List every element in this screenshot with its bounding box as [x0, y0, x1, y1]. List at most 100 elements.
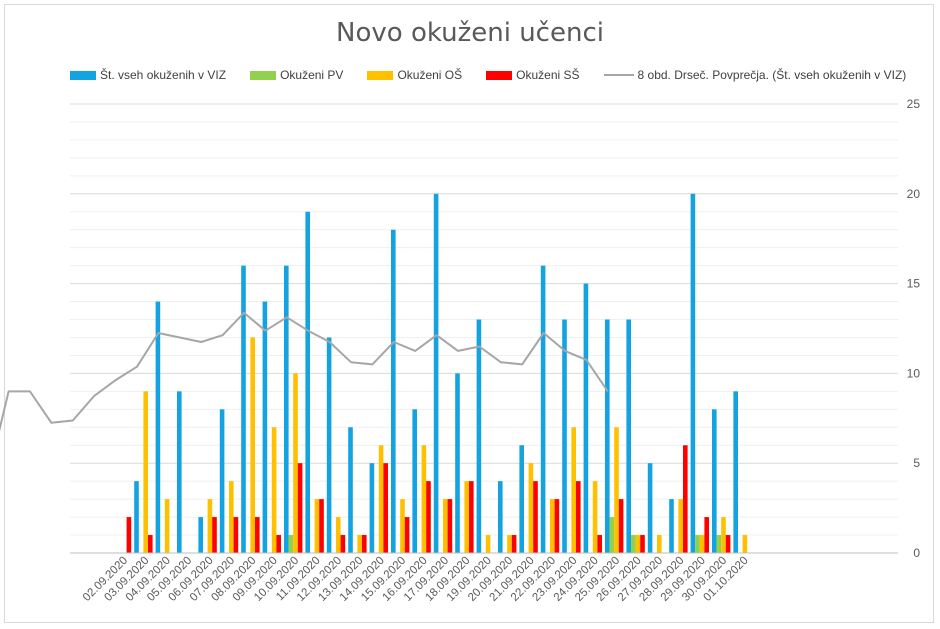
bar-os: [592, 481, 598, 553]
bar-os: [421, 445, 427, 553]
bar-os: [550, 499, 555, 553]
legend-swatch-ss: [486, 70, 513, 80]
bar-ss: [469, 481, 474, 553]
legend-label-viz: Št. vseh okuženih v VIZ: [100, 68, 227, 82]
bar-os: [207, 499, 213, 553]
bar-os: [400, 499, 405, 553]
bar-ss: [276, 535, 281, 553]
legend-item-moving-average: 8 obd. Drseč. Povprečja. (Št. vseh okuže…: [603, 68, 906, 82]
bar-ss: [212, 517, 217, 553]
legend-swatch-moving-average: [603, 74, 634, 76]
bar-ss: [126, 517, 132, 553]
bar-os: [164, 499, 170, 553]
y-tick-label: 5: [913, 456, 920, 470]
bar-viz: [455, 373, 460, 553]
bar-os: [143, 391, 148, 553]
bar-os: [721, 517, 726, 553]
legend-label-pv: Okuženi PV: [280, 68, 344, 82]
bar-ss: [576, 481, 581, 553]
legend-swatch-pv: [250, 70, 277, 80]
bar-os: [678, 499, 683, 553]
bar-os: [507, 535, 512, 553]
bar-viz: [134, 481, 139, 553]
bar-ss: [533, 481, 538, 553]
bar-viz: [241, 265, 246, 553]
moving-average-line: [0, 311, 609, 432]
bar-viz: [262, 301, 268, 553]
bar-os: [614, 427, 619, 553]
y-tick-label: 15: [907, 277, 921, 291]
bar-viz: [305, 211, 310, 553]
legend-item-pv: Okuženi PV: [250, 68, 343, 82]
bar-viz: [284, 265, 289, 553]
bar-viz: [369, 463, 375, 553]
bar-viz: [219, 409, 225, 553]
chart-title: Novo okuženi učenci: [336, 18, 604, 48]
bar-viz: [669, 499, 674, 553]
bar-ss: [618, 499, 624, 553]
bar-ss: [683, 445, 688, 553]
bar-viz: [348, 427, 353, 553]
bar-os: [571, 427, 576, 553]
bar-ss: [340, 535, 346, 553]
legend-item-os: Okuženi OŠ: [367, 68, 462, 82]
legend-label-ss: Okuženi SŠ: [516, 68, 580, 82]
bar-ss: [704, 517, 709, 553]
bar-os: [657, 535, 662, 553]
bar-os: [742, 535, 748, 553]
bar-viz: [712, 409, 717, 553]
bar-viz: [583, 283, 589, 553]
bar-os: [271, 427, 277, 553]
bar-viz: [647, 463, 653, 553]
bar-os: [336, 517, 341, 553]
bar-viz: [476, 319, 482, 553]
bar-viz: [198, 517, 203, 553]
bar-ss: [255, 517, 260, 553]
y-tick-label: 25: [907, 97, 921, 111]
bar-os: [378, 445, 384, 553]
bar-viz: [690, 193, 696, 554]
bar-pv: [716, 535, 722, 553]
bar-viz: [498, 481, 503, 553]
bar-viz: [733, 391, 738, 553]
legend-item-viz: Št. vseh okuženih v VIZ: [70, 68, 226, 82]
bar-viz: [177, 391, 182, 553]
bar-viz: [519, 445, 524, 553]
bar-ss: [640, 535, 645, 553]
bar-ss: [511, 535, 517, 553]
legend-label-os: Okuženi OŠ: [397, 68, 463, 82]
legend: Št. vseh okuženih v VIZ Okuženi PV Okuže…: [70, 66, 930, 84]
bar-viz: [605, 319, 610, 553]
bar-viz: [433, 193, 439, 554]
bar-viz: [540, 265, 546, 553]
bar-viz: [155, 301, 161, 553]
bar-ss: [426, 481, 431, 553]
bar-ss: [447, 499, 453, 553]
bar-os: [250, 337, 255, 553]
bar-viz: [391, 229, 396, 553]
bar-ss: [404, 517, 410, 553]
bar-pv: [288, 535, 294, 553]
y-tick-label: 0: [913, 546, 920, 560]
bar-ss: [383, 463, 388, 553]
bar-ss: [597, 535, 602, 553]
bar-viz: [626, 319, 631, 553]
bar-ss: [319, 499, 324, 553]
legend-item-ss: Okuženi SŠ: [486, 68, 580, 82]
bar-os: [528, 463, 534, 553]
bar-os: [635, 535, 641, 553]
bar-ss: [362, 535, 367, 553]
bar-os: [357, 535, 362, 553]
bar-os: [699, 535, 705, 553]
bar-os: [314, 499, 320, 553]
bar-pv: [631, 535, 636, 553]
y-tick-label: 20: [907, 187, 921, 201]
bar-ss: [725, 535, 731, 553]
bar-os: [229, 481, 234, 553]
bar-viz: [326, 337, 332, 553]
bar-os: [293, 373, 298, 553]
bar-viz: [562, 319, 567, 553]
legend-swatch-viz: [70, 70, 96, 80]
bar-os: [485, 535, 491, 553]
